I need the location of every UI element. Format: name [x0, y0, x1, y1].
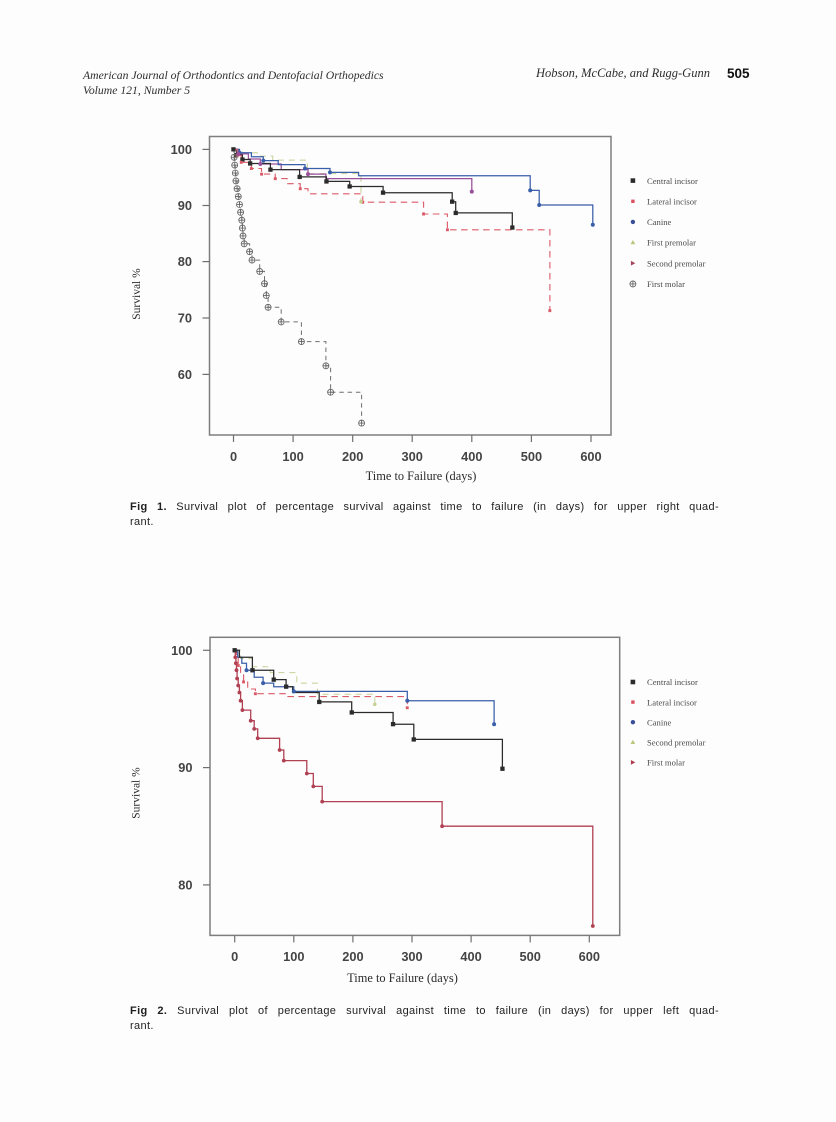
svg-text:300: 300 [402, 449, 423, 464]
svg-text:100: 100 [282, 449, 303, 464]
svg-text:100: 100 [171, 643, 192, 658]
svg-text:0: 0 [231, 949, 238, 964]
svg-text:400: 400 [461, 449, 482, 464]
svg-text:Second premolar: Second premolar [647, 738, 706, 748]
svg-text:First molar: First molar [647, 279, 685, 289]
svg-text:Central incisor: Central incisor [647, 677, 698, 687]
svg-text:80: 80 [178, 254, 192, 269]
svg-text:Canine: Canine [647, 717, 672, 727]
svg-text:Central incisor: Central incisor [647, 176, 698, 186]
svg-text:60: 60 [178, 367, 192, 382]
svg-text:400: 400 [460, 949, 481, 964]
svg-text:Canine: Canine [647, 217, 672, 227]
svg-text:600: 600 [580, 449, 601, 464]
svg-text:Time to Failure (days): Time to Failure (days) [347, 971, 458, 985]
svg-text:100: 100 [171, 142, 192, 157]
svg-text:Lateral incisor: Lateral incisor [647, 697, 697, 707]
svg-text:0: 0 [230, 449, 237, 464]
svg-text:90: 90 [178, 198, 192, 213]
svg-text:90: 90 [178, 760, 192, 775]
svg-text:Time to Failure (days): Time to Failure (days) [366, 469, 477, 483]
svg-text:First molar: First molar [647, 758, 685, 768]
svg-text:70: 70 [178, 311, 192, 326]
svg-text:100: 100 [283, 949, 304, 964]
svg-text:600: 600 [579, 949, 600, 964]
svg-text:200: 200 [342, 449, 363, 464]
svg-text:500: 500 [520, 949, 541, 964]
svg-text:Second premolar: Second premolar [647, 258, 706, 268]
svg-text:80: 80 [178, 877, 192, 892]
svg-text:300: 300 [401, 949, 422, 964]
svg-text:First premolar: First premolar [647, 238, 696, 248]
svg-text:Survival %: Survival % [131, 268, 143, 320]
svg-text:500: 500 [521, 449, 542, 464]
svg-text:Lateral incisor: Lateral incisor [647, 196, 697, 206]
svg-text:200: 200 [342, 949, 363, 964]
svg-text:Survival %: Survival % [131, 767, 143, 819]
